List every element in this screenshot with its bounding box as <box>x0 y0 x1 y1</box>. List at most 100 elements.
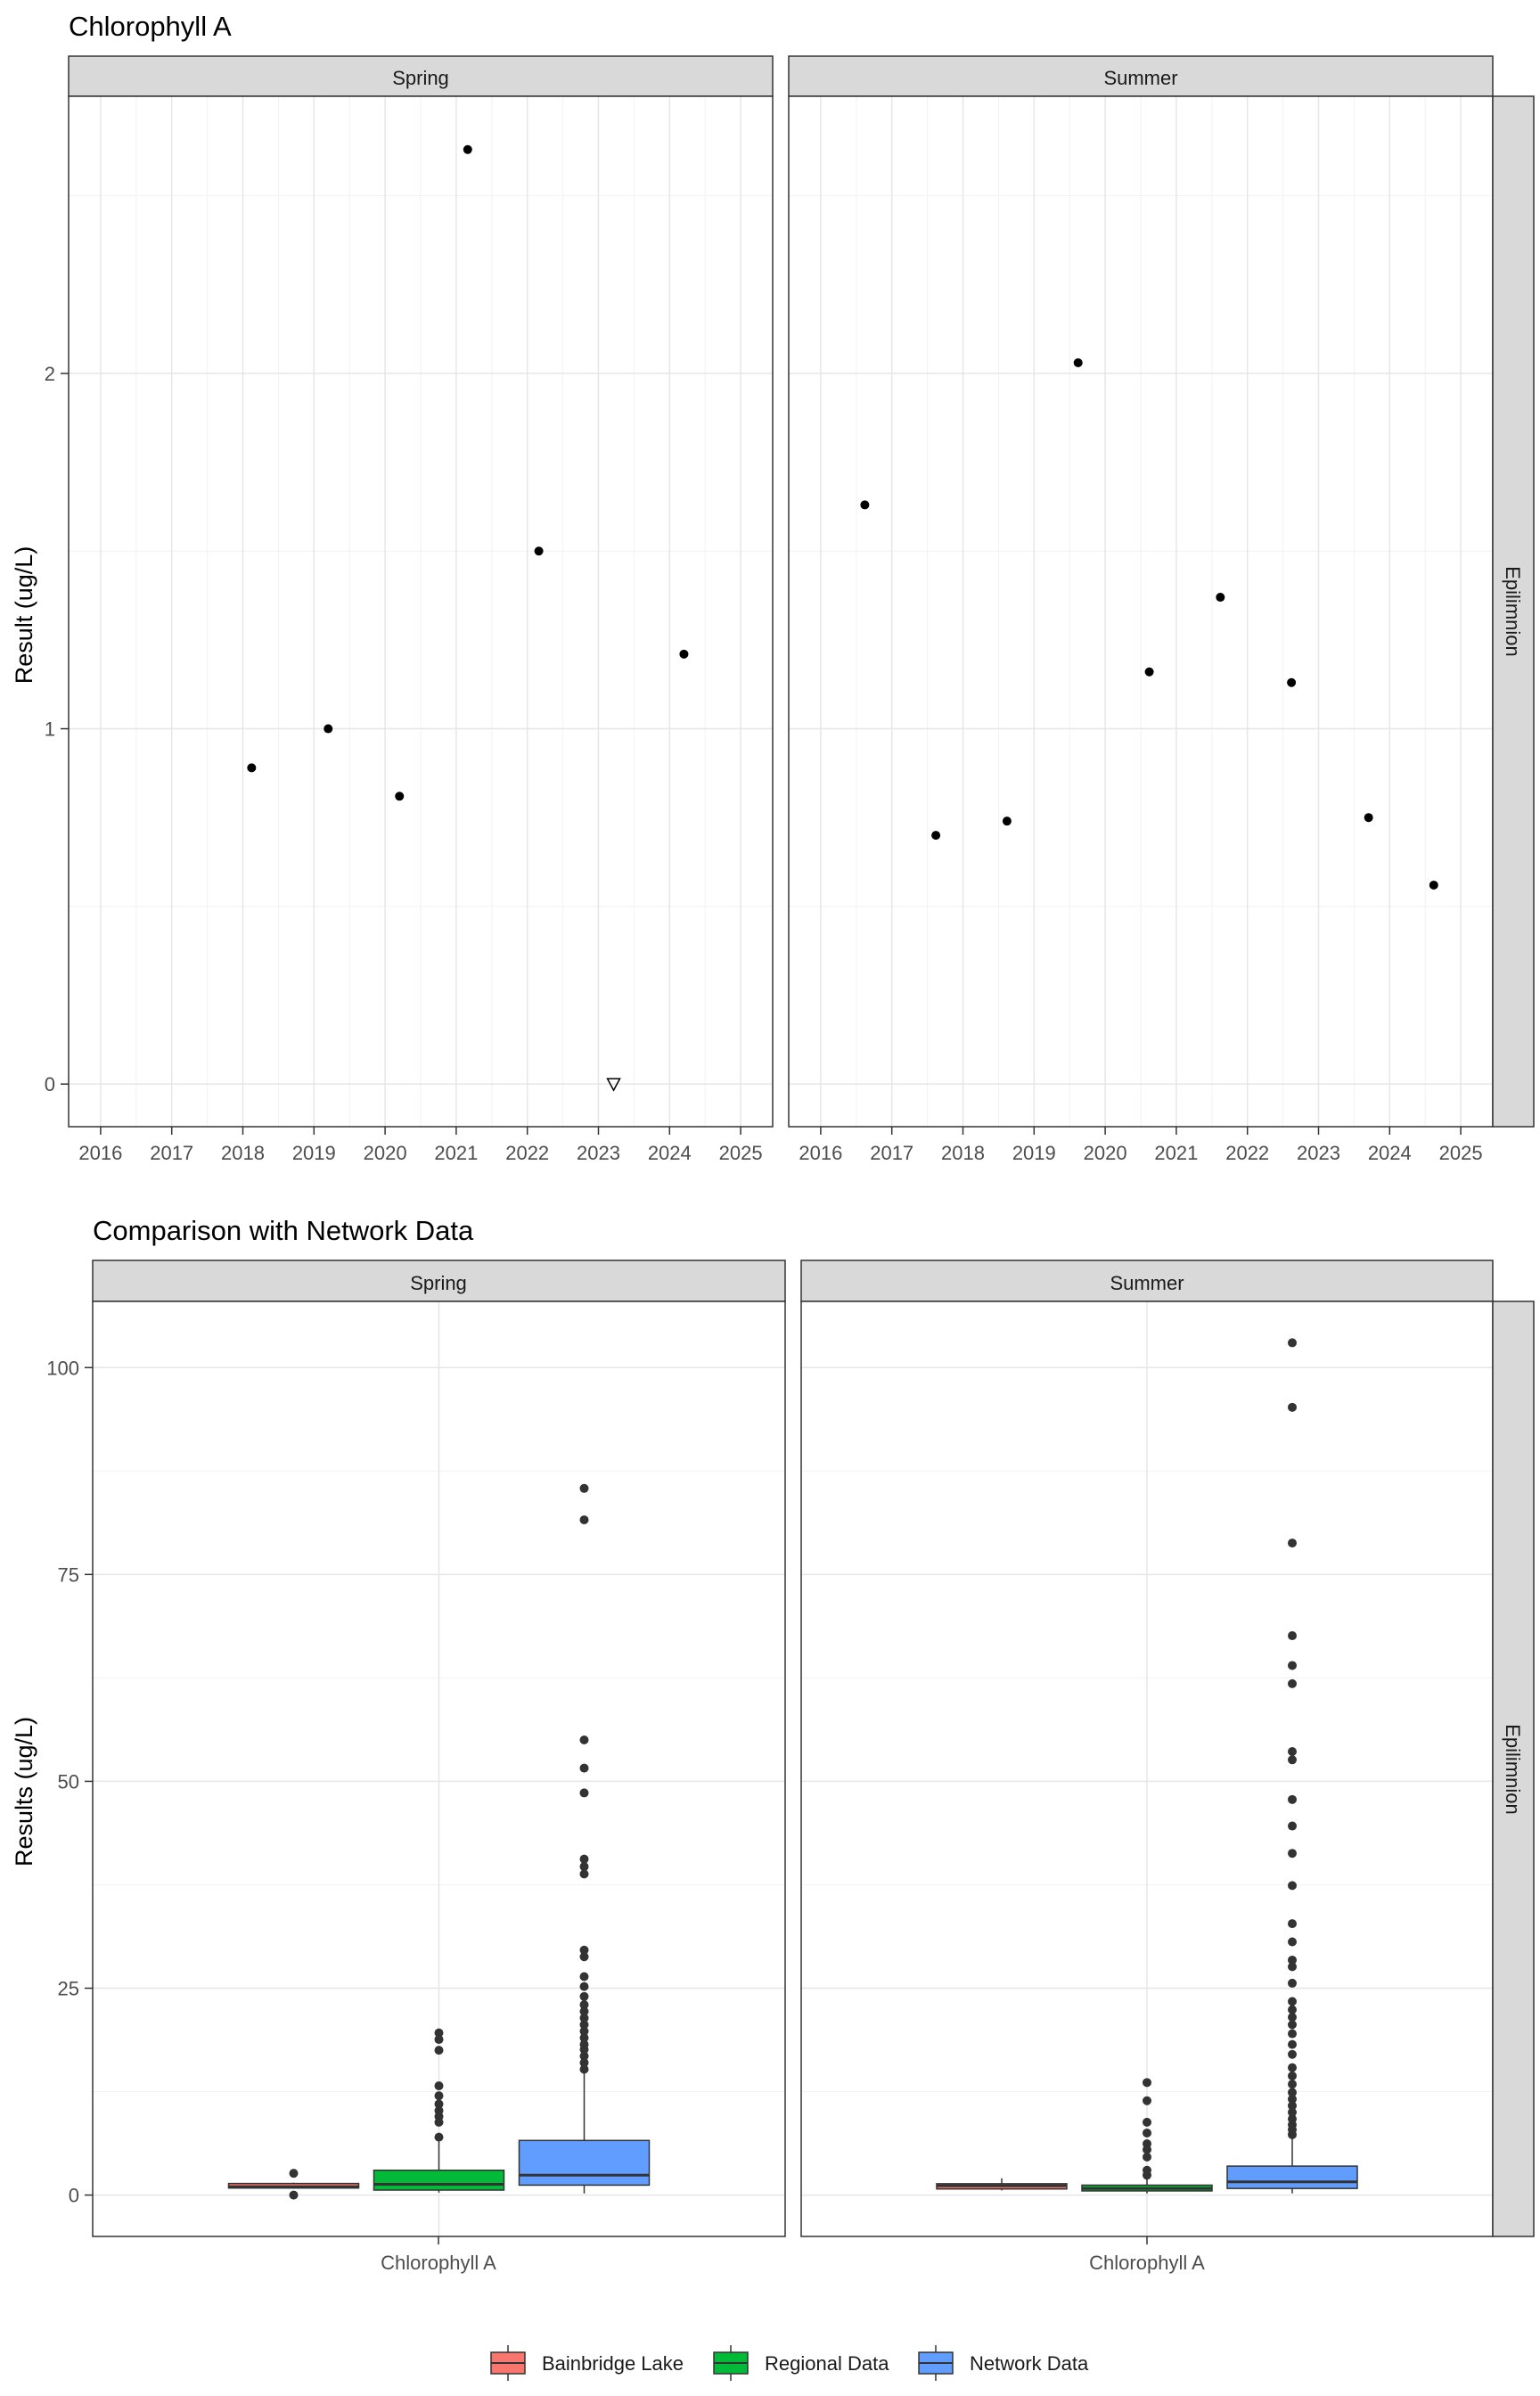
data-point <box>1002 816 1012 826</box>
x-axis-ticks-spring: 2016 2017 2018 2019 2020 2021 2022 2023 2024 2025 <box>78 1127 763 1164</box>
y-tick-label: 2 <box>45 363 55 385</box>
data-point <box>1144 667 1154 677</box>
x-tick-label: 2021 <box>1154 1142 1198 1164</box>
x-tick-label: 2022 <box>505 1142 549 1164</box>
panel-strip-label-spring: Spring <box>392 67 449 89</box>
outlier-point <box>1288 2039 1297 2049</box>
data-point <box>1364 813 1373 823</box>
outlier-point <box>1288 2020 1297 2030</box>
data-point <box>860 500 870 510</box>
panel-border-spring <box>68 95 774 1128</box>
x-tick-label-category: Chlorophyll A <box>1089 2252 1205 2274</box>
outlier-point <box>1143 2128 1151 2138</box>
x-tick-label: 2019 <box>292 1142 336 1164</box>
data-point <box>1216 593 1225 603</box>
outlier-point <box>579 1862 589 1872</box>
outlier-point <box>1288 1678 1297 1688</box>
y-tick-label: 1 <box>45 718 55 741</box>
y-axis-ticks-spring: 0 25 50 75 100 <box>46 1357 93 2207</box>
outlier-point <box>579 1788 589 1798</box>
outlier-point <box>1288 2114 1297 2124</box>
y-tick-label: 100 <box>46 1357 79 1379</box>
outlier-point <box>1288 1997 1297 2006</box>
box-bainbridge-lake <box>227 2169 360 2200</box>
panel-strip-label-summer: Summer <box>1110 1272 1184 1294</box>
x-tick-label: 2019 <box>1012 1142 1056 1164</box>
box-network-data <box>1226 1338 1358 2194</box>
data-point <box>1287 677 1297 687</box>
legend-label: Bainbridge Lake <box>542 2352 684 2375</box>
outlier-point <box>579 2064 589 2074</box>
scatter-panel-summer: Summer 2016 2017 2018 2019 2020 2021 2022 2023 2… <box>788 55 1494 1164</box>
y-tick-label: 50 <box>58 1770 79 1793</box>
outlier-point <box>434 2046 444 2055</box>
outlier-point <box>1288 2107 1297 2117</box>
x-tick-label: 2022 <box>1225 1142 1269 1164</box>
outlier-point <box>434 2132 444 2142</box>
outlier-point <box>1288 1978 1297 1988</box>
row-strip-label-epilimnion: Epilimnion <box>1502 566 1524 657</box>
outlier-point <box>579 2033 589 2043</box>
outlier-point <box>1143 2165 1151 2175</box>
outlier-point <box>434 2035 444 2045</box>
x-axis-ticks-summer: 2016 2017 2018 2019 2020 2021 2022 2023 2024 2025 <box>799 1127 1483 1164</box>
row-strip-epilimnion <box>1492 95 1535 1128</box>
outlier-point <box>1288 1402 1297 1412</box>
x-tick-label: 2018 <box>221 1142 265 1164</box>
y-axis-ticks-spring: 0 1 2 <box>45 363 69 1095</box>
outlier-point <box>1288 2071 1297 2080</box>
outlier-point <box>289 2169 299 2179</box>
box-iqr <box>518 2139 651 2187</box>
outlier-point <box>579 1763 589 1773</box>
outlier-point <box>579 2058 589 2068</box>
outlier-point <box>579 1991 589 2001</box>
outlier-point <box>1288 1955 1297 1965</box>
panel-strip-summer <box>788 55 1494 97</box>
scatter-y-axis-label: Result (ug/L) <box>11 546 37 685</box>
x-tick-label: 2021 <box>434 1142 478 1164</box>
outlier-point <box>1288 2088 1297 2097</box>
row-strip-label-epilimnion: Epilimnion <box>1502 1724 1524 1815</box>
legend: Bainbridge Lake Regional Data Network Data <box>490 2345 1089 2381</box>
x-tick-label: 2023 <box>577 1142 620 1164</box>
y-tick-label: 0 <box>45 1073 55 1095</box>
box-regional-data <box>1081 2078 1213 2194</box>
outlier-point <box>579 2026 589 2036</box>
outlier-point <box>579 2020 589 2030</box>
scatter-panel-spring: Spring 2016 2017 2018 2019 2020 2021 2022 2023 2… <box>45 55 774 1164</box>
x-tick-label: 2020 <box>364 1142 407 1164</box>
outlier-point <box>289 2190 299 2200</box>
outlier-point <box>434 2099 444 2109</box>
legend-label: Network Data <box>970 2352 1089 2375</box>
legend-item-regional-data: Regional Data <box>713 2345 889 2381</box>
outlier-point <box>1143 2139 1151 2149</box>
boxes-summer <box>936 1338 1358 2194</box>
outlier-point <box>1288 1937 1297 1947</box>
outlier-point <box>579 1982 589 1991</box>
box-network-data <box>518 1483 651 2194</box>
outlier-point <box>1288 2080 1297 2089</box>
x-tick-label: 2020 <box>1084 1142 1127 1164</box>
outlier-point <box>579 1483 589 1493</box>
panel-strip-label-spring: Spring <box>410 1272 467 1294</box>
outlier-point <box>1288 1849 1297 1859</box>
outlier-point <box>1288 2012 1297 2022</box>
outlier-point <box>1288 1631 1297 1641</box>
box-iqr <box>373 2169 505 2191</box>
outlier-point <box>434 2081 444 2091</box>
x-tick-label: 2024 <box>1368 1142 1412 1164</box>
outlier-point <box>1288 2094 1297 2104</box>
boxplot-panel-spring: Spring Chlorophyll A 0 25 50 75 100 <box>46 1260 786 2274</box>
outlier-point <box>579 2051 589 2061</box>
outlier-point <box>1288 1821 1297 1831</box>
points-spring <box>247 144 689 1092</box>
row-strip-epilimnion <box>1492 1301 1535 2237</box>
censored-data-point <box>606 1078 621 1092</box>
x-tick-label: 2025 <box>719 1142 763 1164</box>
panel-strip-label-summer: Summer <box>1103 67 1177 89</box>
outlier-point <box>1288 1919 1297 1929</box>
outlier-point <box>1288 2005 1297 2014</box>
boxplot-y-axis-label: Results (ug/L) <box>11 1717 37 1867</box>
box-iqr <box>1226 2165 1358 2189</box>
outlier-point <box>1288 1747 1297 1757</box>
